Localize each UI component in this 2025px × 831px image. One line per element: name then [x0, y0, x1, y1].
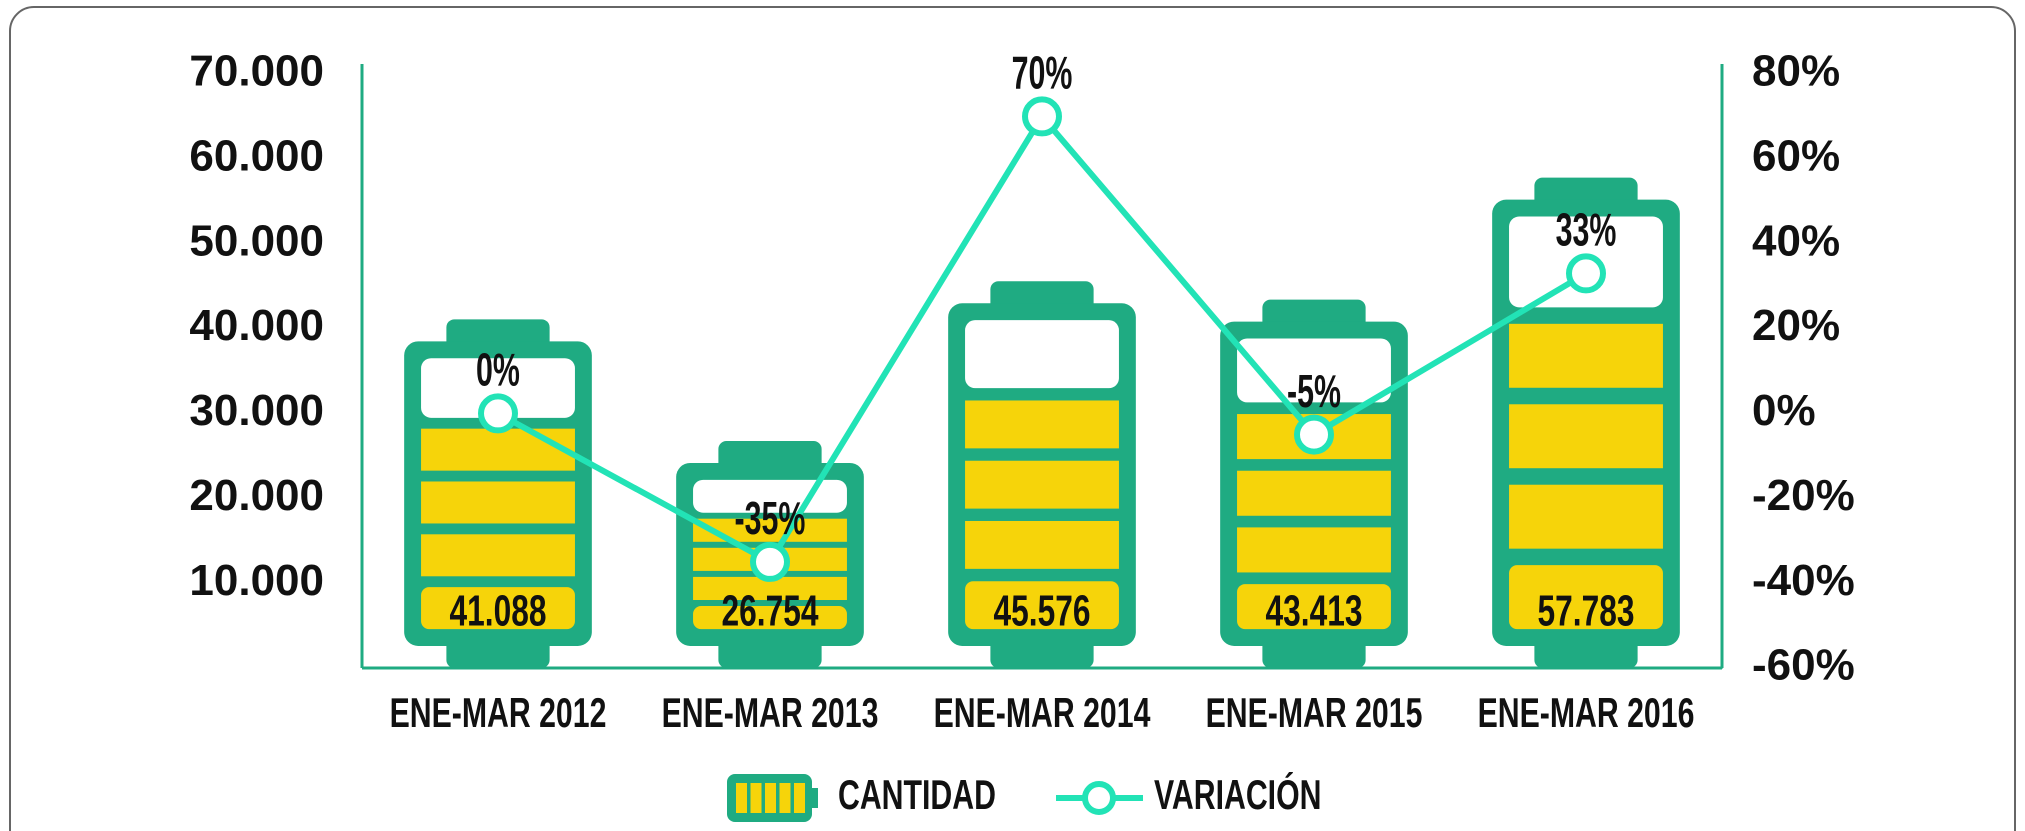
legend-icon-cell — [750, 783, 762, 813]
line-value-label: -5% — [1287, 365, 1341, 417]
line-point — [1566, 253, 1606, 294]
y-tick-label: 10.000 — [189, 556, 324, 605]
battery-empty — [421, 358, 575, 418]
line-point — [750, 541, 790, 582]
y2-tick-label: -20% — [1752, 471, 1855, 520]
line-value-label: 0% — [476, 344, 520, 396]
y2-tick-label: -40% — [1752, 556, 1855, 605]
battery-cell — [1509, 565, 1663, 630]
bar-value-label: 43.413 — [1266, 587, 1363, 636]
y-tick-label: 70.000 — [189, 47, 324, 96]
legend-point-icon — [1082, 781, 1116, 815]
x-tick-label: ENE-MAR 2013 — [662, 689, 879, 736]
y2-tick-label: 0% — [1752, 386, 1816, 435]
battery-cell — [1237, 470, 1391, 516]
y-tick-label: 40.000 — [189, 301, 324, 350]
legend-icon-cell — [794, 783, 805, 813]
y2-tick-label: 20% — [1752, 301, 1840, 350]
battery-cell — [1509, 323, 1663, 388]
battery-cell — [965, 581, 1119, 630]
y-tick-label: 60.000 — [189, 131, 324, 180]
bar — [948, 281, 1136, 668]
x-tick-label: ENE-MAR 2016 — [1478, 689, 1695, 736]
battery-cell — [693, 576, 847, 601]
legend-icon-cell — [779, 783, 791, 813]
line-point — [478, 393, 518, 434]
legend-cantidad-icon — [727, 774, 818, 822]
bar — [1492, 177, 1680, 668]
line-value-label: -35% — [735, 492, 806, 544]
y2-tick-label: 80% — [1752, 47, 1840, 96]
bar-value-label: 26.754 — [722, 587, 819, 636]
x-tick-label: ENE-MAR 2015 — [1206, 689, 1423, 736]
battery-cell — [965, 400, 1119, 449]
battery-cell — [421, 428, 575, 471]
battery-cell — [693, 518, 847, 542]
y-tick-label: 20.000 — [189, 471, 324, 520]
battery-empty — [965, 320, 1119, 389]
legend-icon-cell — [736, 783, 747, 813]
battery-cell — [1237, 584, 1391, 630]
bar-value-label: 45.576 — [994, 587, 1091, 636]
bar — [404, 319, 592, 668]
battery-cell — [965, 460, 1119, 509]
battery-cell — [421, 534, 575, 577]
battery-cell — [965, 520, 1119, 569]
bar-value-label: 41.088 — [450, 587, 547, 636]
x-tick-label: ENE-MAR 2014 — [934, 689, 1151, 736]
y-tick-label: 30.000 — [189, 386, 324, 435]
legend-label: CANTIDAD — [838, 771, 996, 818]
line-value-label: 33% — [1556, 204, 1617, 256]
line-point — [1022, 96, 1062, 137]
line-point — [1294, 414, 1334, 455]
y2-tick-label: -60% — [1752, 641, 1855, 690]
y2-tick-label: 60% — [1752, 131, 1840, 180]
battery-cell — [421, 587, 575, 630]
x-tick-label: ENE-MAR 2012 — [390, 689, 607, 736]
battery-cell — [421, 481, 575, 524]
battery-cell — [1237, 527, 1391, 573]
y-tick-label: 50.000 — [189, 216, 324, 265]
battery-cell — [693, 606, 847, 630]
line-value-label: 70% — [1012, 47, 1073, 99]
legend-icon-cell — [765, 783, 776, 813]
legend-icon-tip — [812, 788, 818, 808]
battery-cell — [1509, 404, 1663, 469]
y2-tick-label: 40% — [1752, 216, 1840, 265]
battery-cell — [1509, 484, 1663, 549]
bar-value-label: 57.783 — [1538, 587, 1635, 636]
legend-label: VARIACIÓN — [1154, 770, 1321, 818]
bar — [676, 440, 864, 668]
